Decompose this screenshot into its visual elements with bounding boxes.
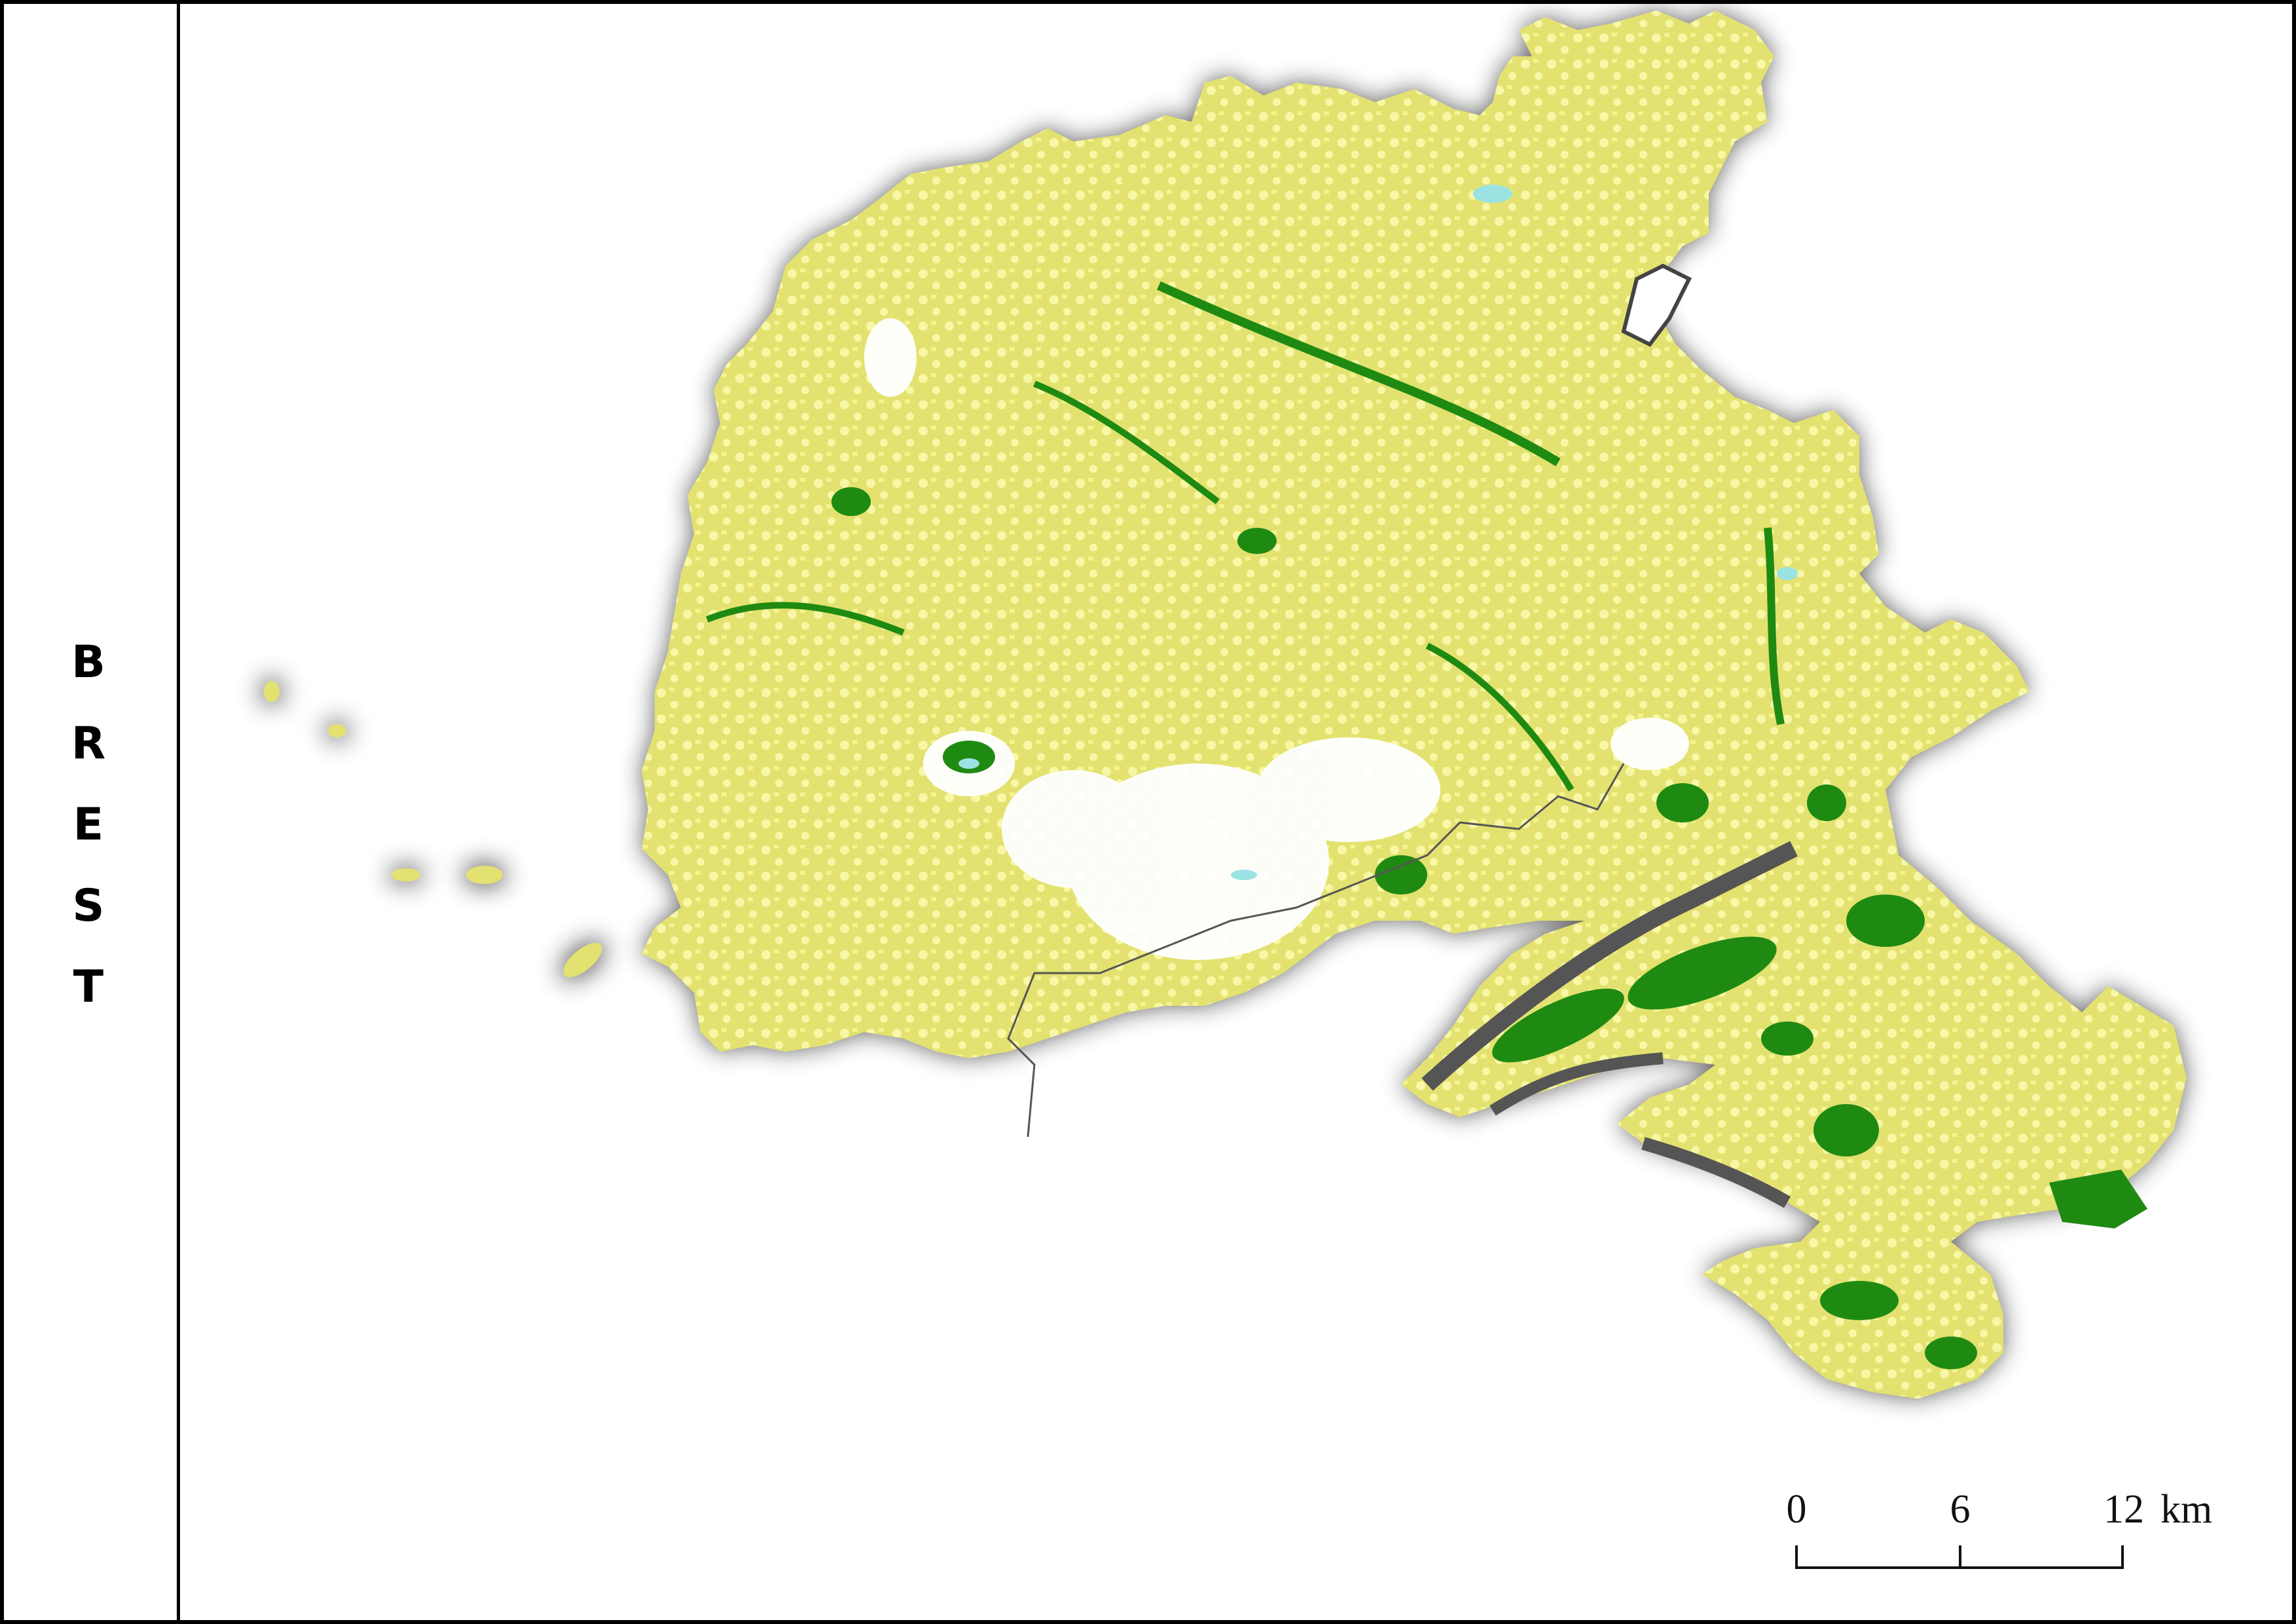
title-letter: S xyxy=(72,880,105,932)
map-title: B R E S T xyxy=(0,622,177,1028)
scale-tick xyxy=(1959,1545,1961,1569)
scale-tick xyxy=(2121,1545,2124,1569)
scale-tick xyxy=(1795,1545,1798,1569)
scale-label-12: 12 xyxy=(2104,1487,2144,1532)
land-cover-map xyxy=(260,10,2187,1399)
title-letter: R xyxy=(71,718,106,769)
land-area xyxy=(264,10,2187,1399)
title-sidebar: B R E S T xyxy=(0,0,180,1624)
forest-patches xyxy=(706,281,2147,1369)
scale-unit: km xyxy=(2160,1487,2213,1532)
title-letter: B xyxy=(71,637,105,688)
scale-bar: 0 6 12 km xyxy=(1768,1486,2239,1585)
title-letter: T xyxy=(73,961,104,1013)
scale-label-6: 6 xyxy=(1950,1487,1971,1532)
title-letter: E xyxy=(73,799,104,851)
scale-label-0: 0 xyxy=(1786,1487,1807,1532)
map-canvas[interactable] xyxy=(183,4,2292,1620)
